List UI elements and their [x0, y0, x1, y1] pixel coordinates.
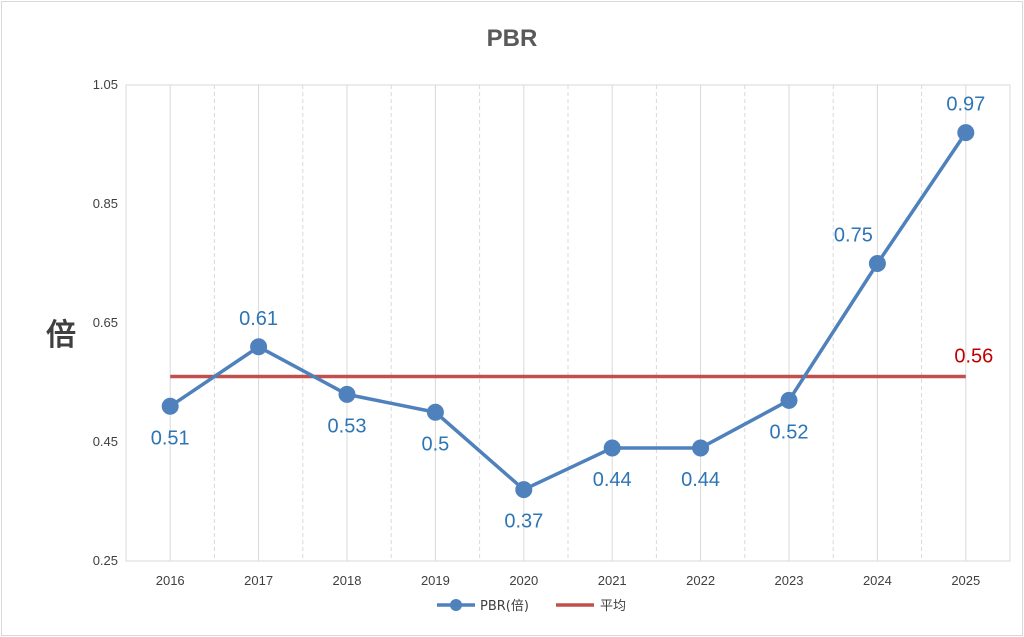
x-tick-label: 2021 [598, 573, 627, 588]
data-label-2017: 0.61 [239, 308, 278, 330]
data-label-2025: 0.97 [946, 94, 985, 116]
data-label-2021: 0.44 [593, 469, 632, 491]
legend-pbr-label[interactable]: PBR(倍) [480, 599, 529, 614]
data-label-2022: 0.44 [681, 469, 720, 491]
x-tick-label: 2019 [421, 573, 450, 588]
x-tick-label: 2024 [863, 573, 892, 588]
data-label-2023: 0.52 [770, 421, 809, 443]
x-tick-label: 2016 [156, 573, 185, 588]
data-point-2020[interactable] [515, 481, 533, 499]
x-tick-label: 2020 [509, 573, 538, 588]
data-point-2023[interactable] [780, 391, 798, 409]
chart-title: PBR [487, 25, 538, 52]
plot-area [125, 84, 1011, 562]
data-point-2024[interactable] [868, 255, 886, 272]
y-axis-label: 倍 [46, 318, 76, 353]
y-tick-label: 0.45 [93, 434, 118, 449]
data-point-2019[interactable] [426, 403, 444, 421]
data-label-2019: 0.5 [421, 433, 449, 455]
y-tick-label: 0.65 [93, 315, 118, 330]
average-data-label: 0.56 [954, 346, 993, 368]
x-tick-label: 2025 [951, 573, 980, 588]
data-label-2016: 0.51 [151, 427, 190, 449]
legend-average-label[interactable]: 平均 [600, 599, 626, 614]
data-point-2022[interactable] [692, 439, 710, 457]
y-tick-label: 0.25 [93, 553, 118, 568]
data-labels: 0.51 0.61 0.53 0.5 0.37 0.44 0.44 0.52 0.75 0.97 [151, 94, 986, 533]
data-point-2018[interactable] [338, 385, 356, 403]
pbr-series [161, 124, 975, 499]
grid [125, 84, 1011, 562]
data-point-2025[interactable] [957, 124, 975, 142]
y-tick-label: 1.05 [93, 77, 118, 92]
x-tick-label: 2022 [686, 573, 715, 588]
data-point-2017[interactable] [250, 338, 268, 356]
average-series: 0.56 [170, 346, 993, 379]
x-tick-label: 2017 [244, 573, 273, 588]
data-label-2018: 0.53 [328, 415, 367, 437]
y-tick-label: 0.85 [93, 196, 118, 211]
legend-pbr-marker [450, 599, 462, 611]
x-tick-label: 2023 [775, 573, 804, 588]
data-point-2021[interactable] [603, 439, 621, 457]
data-label-2024: 0.75 [834, 225, 873, 247]
data-label-2020: 0.37 [504, 511, 543, 533]
x-tick-label: 2018 [333, 573, 362, 588]
pbr-line [169, 131, 968, 492]
axes: 0.25 0.45 0.65 0.85 1.05 2016 2017 2018 2019 2020… [93, 77, 981, 588]
data-point-2016[interactable] [161, 397, 179, 415]
legend[interactable]: PBR(倍) 平均 [437, 599, 626, 614]
